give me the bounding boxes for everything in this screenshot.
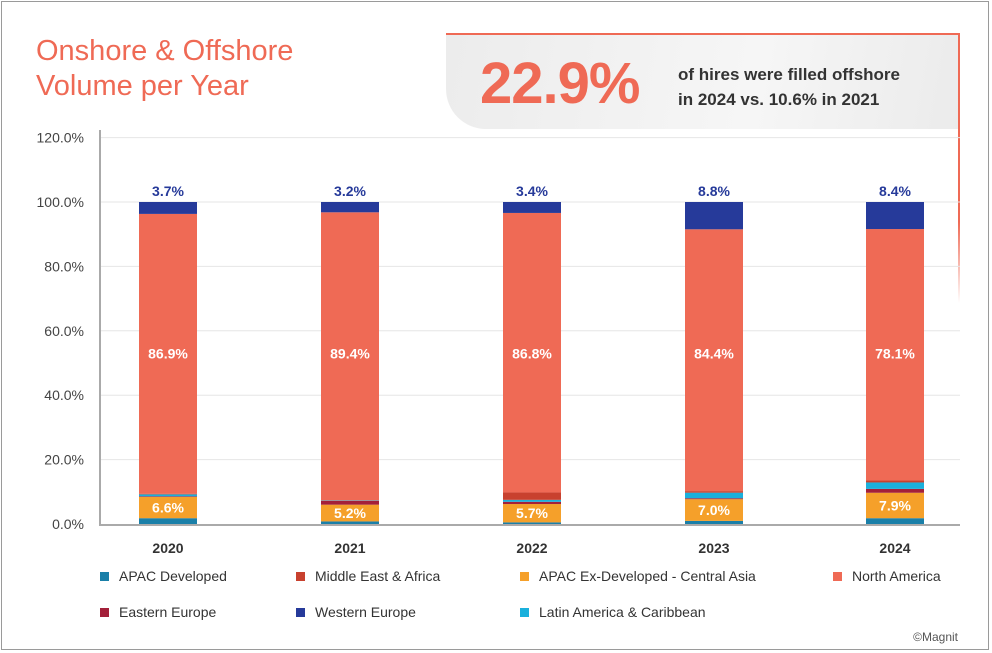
legend-item: APAC Developed xyxy=(100,568,227,584)
data-label: 84.4% xyxy=(694,345,734,361)
legend-swatch xyxy=(833,571,842,581)
bar-segment-apac-developed xyxy=(503,522,561,524)
bar-segment-apac-ex-developed-central-asia xyxy=(321,504,379,522)
legend-item: Western Europe xyxy=(296,604,416,620)
legend-label: Latin America & Caribbean xyxy=(539,604,706,620)
x-tick-label: 2022 xyxy=(516,540,547,556)
data-label: 8.8% xyxy=(698,183,730,199)
bar-segment-western-europe xyxy=(139,202,197,214)
legend-item: Middle East & Africa xyxy=(296,568,440,584)
data-label: 7.0% xyxy=(698,502,730,518)
y-tick-label: 80.0% xyxy=(44,258,84,274)
bar-segment-north-america xyxy=(321,212,379,501)
bar-segment-eastern-europe xyxy=(503,501,561,505)
bar-segment-middle-east-africa xyxy=(685,491,743,493)
callout-text-line-1: of hires were filled offshore xyxy=(678,65,900,84)
bar-segment-north-america xyxy=(866,229,924,481)
y-tick-label: 100.0% xyxy=(37,194,84,210)
legend-label: APAC Ex-Developed - Central Asia xyxy=(539,568,756,584)
data-label: 78.1% xyxy=(875,345,915,361)
bar-segment-north-america xyxy=(139,213,197,494)
bar-segment-latin-america-caribbean xyxy=(139,494,197,497)
x-tick-label: 2023 xyxy=(698,540,729,556)
legend-item: Eastern Europe xyxy=(100,604,216,620)
bar-segment-latin-america-caribbean xyxy=(866,482,924,489)
bar-segment-western-europe xyxy=(866,202,924,230)
bar-segment-apac-developed xyxy=(139,518,197,524)
bar-segment-eastern-europe xyxy=(866,488,924,493)
bar-segment-apac-ex-developed-central-asia xyxy=(866,492,924,519)
title-line-2: Volume per Year xyxy=(36,70,249,102)
bar-segment-western-europe xyxy=(321,202,379,213)
data-label: 6.6% xyxy=(152,500,184,516)
chart-title: Onshore & Offshore Volume per Year xyxy=(36,34,293,104)
x-tick-label: 2020 xyxy=(152,540,183,556)
legend-label: APAC Developed xyxy=(119,568,227,584)
data-label: 86.9% xyxy=(148,345,188,361)
bar-segment-middle-east-africa xyxy=(139,493,197,495)
bar-segment-eastern-europe xyxy=(321,500,379,505)
y-tick-label: 120.0% xyxy=(37,130,84,146)
callout-accent-line xyxy=(958,33,960,303)
legend-swatch xyxy=(296,607,305,617)
legend-label: Eastern Europe xyxy=(119,604,217,620)
copyright: ©Magnit xyxy=(913,630,958,644)
bar-segment-apac-ex-developed-central-asia xyxy=(685,499,743,521)
y-tick-label: 40.0% xyxy=(44,387,84,403)
bar-segment-eastern-europe xyxy=(685,498,743,500)
data-label: 8.4% xyxy=(879,183,911,199)
data-label: 5.2% xyxy=(334,505,366,521)
data-label: 86.8% xyxy=(512,345,552,361)
data-label: 3.7% xyxy=(152,183,184,199)
bar-segment-north-america xyxy=(503,212,561,493)
legend-swatch xyxy=(296,571,305,581)
callout-value: 22.9% xyxy=(480,51,640,116)
legend-label: Western Europe xyxy=(315,604,416,620)
bar-segment-eastern-europe xyxy=(139,496,197,497)
bar-segment-western-europe xyxy=(503,202,561,213)
callout-text-line-2: in 2024 vs. 10.6% in 2021 xyxy=(678,90,880,109)
bar-segment-latin-america-caribbean xyxy=(503,499,561,502)
bar-segment-middle-east-africa xyxy=(866,480,924,483)
data-label: 7.9% xyxy=(879,497,911,513)
callout-box xyxy=(446,33,960,129)
legend-item: Latin America & Caribbean xyxy=(520,604,706,620)
bar-segment-latin-america-caribbean xyxy=(685,492,743,499)
x-tick-label: 2024 xyxy=(879,540,910,556)
legend-item: North America xyxy=(833,568,941,584)
x-tick-label: 2021 xyxy=(334,540,365,556)
callout-text: of hires were filled offshore in 2024 vs.… xyxy=(678,62,900,112)
data-label: 3.4% xyxy=(516,183,548,199)
bar-segment-western-europe xyxy=(685,202,743,230)
bar-segment-apac-developed xyxy=(866,518,924,524)
data-label: 5.7% xyxy=(516,505,548,521)
y-tick-label: 0.0% xyxy=(52,516,84,532)
bar-segment-apac-developed xyxy=(685,520,743,524)
bar-segment-apac-ex-developed-central-asia xyxy=(503,504,561,523)
bar-segment-north-america xyxy=(685,229,743,492)
legend-label: Middle East & Africa xyxy=(315,568,441,584)
legend-swatch xyxy=(520,607,529,617)
legend-swatch xyxy=(520,571,529,581)
legend-swatch xyxy=(100,607,109,617)
bar-segment-apac-developed xyxy=(321,521,379,524)
y-tick-label: 20.0% xyxy=(44,452,84,468)
data-label: 89.4% xyxy=(330,345,370,361)
title-line-1: Onshore & Offshore xyxy=(36,35,294,67)
legend-item: APAC Ex-Developed - Central Asia xyxy=(520,568,756,584)
bar-segment-apac-ex-developed-central-asia xyxy=(139,496,197,519)
legend-label: North America xyxy=(852,568,941,584)
data-label: 3.2% xyxy=(334,183,366,199)
legend-swatch xyxy=(100,571,109,581)
y-tick-label: 60.0% xyxy=(44,323,84,339)
bar-segment-middle-east-africa xyxy=(503,492,561,500)
